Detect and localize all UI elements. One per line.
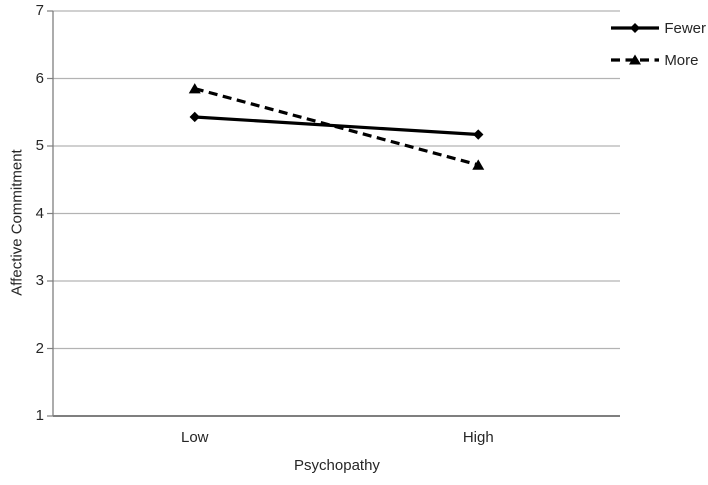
diamond-marker (189, 111, 200, 123)
y-tick-label: 5 (35, 137, 44, 154)
y-tick-label: 2 (35, 339, 44, 357)
legend-item-fewer: Fewer (611, 17, 706, 39)
legend-item-more: More (611, 49, 706, 71)
y-tick-label: 6 (35, 69, 44, 87)
legend: Fewer More (611, 17, 706, 71)
y-tick-label: 1 (35, 407, 44, 424)
legend-label-fewer: Fewer (664, 19, 706, 37)
y-tick-label: 3 (35, 272, 44, 289)
diamond-marker (473, 129, 484, 140)
legend-dashed-triangle-icon (611, 54, 660, 65)
y-axis-title: Affective Commitment (8, 149, 26, 296)
legend-solid-diamond-icon (611, 23, 660, 33)
legend-label-more: More (664, 51, 699, 69)
y-tick-label: 7 (35, 2, 44, 19)
x-category-label: High (462, 429, 494, 446)
x-axis-title: Psychopathy (294, 457, 380, 474)
x-category-label: Low (180, 429, 209, 446)
triangle-marker (188, 83, 201, 94)
series-line-more (194, 87, 479, 167)
triangle-marker (472, 159, 485, 170)
y-tick-label: 4 (35, 204, 44, 222)
